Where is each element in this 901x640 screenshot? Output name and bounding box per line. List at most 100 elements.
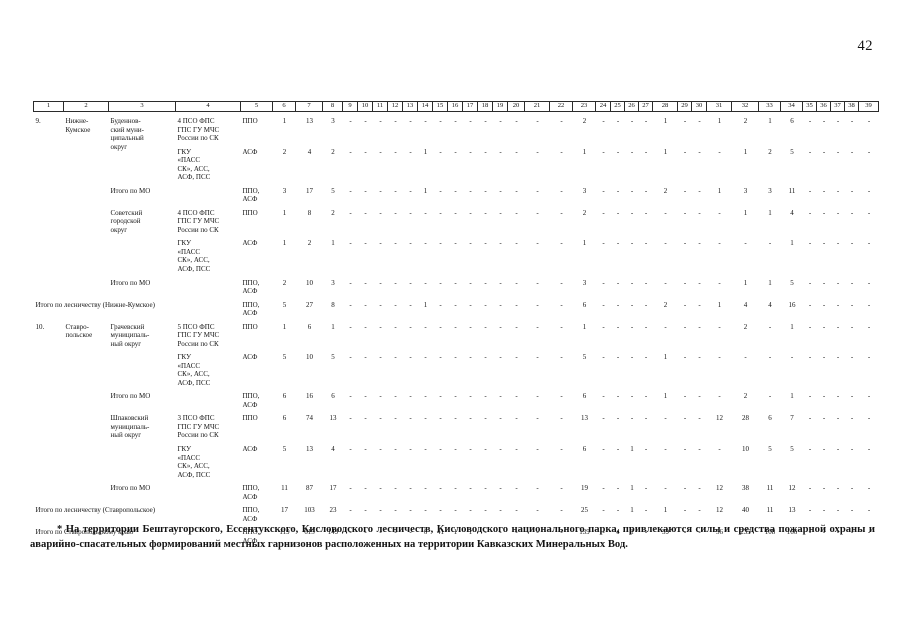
value-cell: - (808, 506, 812, 515)
value-cell: 1 (282, 239, 287, 248)
value-cell: - (560, 278, 563, 287)
value-cell: - (454, 484, 457, 493)
value-cell: - (454, 117, 457, 125)
value-cell: - (698, 186, 701, 195)
value-cell: 6 (331, 392, 335, 401)
value-cell: 8 (307, 208, 312, 217)
value-cell: - (499, 208, 502, 217)
municipality-name: Шпаковский муниципаль- ный округ (110, 414, 150, 440)
value-cell: - (379, 445, 382, 453)
value-cell: - (424, 117, 427, 125)
column-header: 13 (402, 101, 418, 112)
value-cell: - (560, 239, 563, 248)
value-cell: - (379, 117, 382, 125)
value-cell: - (867, 117, 871, 125)
column-header: 8 (322, 101, 343, 112)
column-header: 35 (802, 101, 817, 112)
value-cell: 1 (282, 322, 287, 331)
value-cell: - (469, 506, 472, 515)
value-cell: - (698, 300, 701, 309)
value-cell: - (698, 392, 701, 401)
value-cell: - (484, 506, 487, 515)
value-cell: - (850, 506, 854, 515)
value-cell: - (822, 300, 826, 309)
value-cell: - (616, 300, 620, 309)
column-header: 26 (624, 101, 639, 112)
value-cell: - (867, 414, 871, 423)
unit-type: ППО (242, 117, 258, 125)
value-cell: - (850, 484, 854, 493)
value-cell: - (349, 322, 352, 331)
value-cell: - (499, 186, 502, 195)
value-cell: - (698, 484, 701, 493)
value-cell: - (683, 528, 687, 537)
value-cell: - (644, 484, 648, 493)
value-cell: - (454, 147, 457, 156)
value-cell: - (349, 445, 352, 453)
subtotal-label: Итого по МО (110, 392, 151, 401)
value-cell: - (836, 186, 840, 195)
value-cell: - (454, 322, 457, 331)
value-cell: - (469, 147, 472, 156)
value-cell: 149 (327, 528, 339, 537)
value-cell: 27 (306, 300, 313, 309)
value-cell: - (683, 186, 687, 195)
value-cell: 6 (582, 300, 587, 309)
value-cell: 2 (768, 147, 772, 156)
value-cell: - (439, 445, 442, 453)
value-cell: - (836, 117, 840, 125)
value-cell: 1 (743, 278, 748, 287)
value-cell: 6 (282, 414, 287, 423)
value-cell: - (484, 278, 487, 287)
value-cell: - (822, 414, 826, 423)
value-cell: 38 (742, 484, 749, 493)
value-cell: - (602, 528, 605, 537)
value-cell: 74 (306, 414, 313, 423)
value-cell: 4 (331, 445, 335, 453)
municipality-name: Советский городской округ (110, 208, 143, 234)
value-cell: 5 (282, 353, 287, 362)
value-cell: - (379, 208, 382, 217)
value-cell: - (499, 239, 502, 248)
value-cell: - (469, 186, 472, 195)
value-cell: - (768, 322, 772, 331)
table-row: Итого по Ставропольскому краю ППО, АСФ 119… (34, 527, 879, 549)
value-cell: - (744, 353, 747, 362)
value-cell: - (394, 445, 397, 453)
value-cell: - (683, 506, 687, 515)
value-cell: - (484, 239, 487, 248)
value-cell: - (349, 528, 352, 537)
value-cell: 4 (616, 528, 620, 537)
value-cell: - (499, 484, 502, 493)
value-cell: 12 (716, 484, 723, 493)
value-cell: 16 (306, 392, 313, 401)
value-cell: - (454, 300, 457, 309)
value-cell: 1 (743, 147, 748, 156)
value-cell: 6 (582, 392, 587, 401)
value-cell: 12 (716, 414, 723, 423)
value-cell: - (454, 392, 457, 401)
value-cell: - (349, 484, 352, 493)
value-cell: - (349, 278, 352, 287)
value-cell: 11 (281, 484, 288, 493)
value-cell: - (484, 392, 487, 401)
value-cell: - (394, 147, 397, 156)
value-cell: - (424, 239, 427, 248)
value-cell: - (364, 353, 367, 362)
organization-name: 4 ПСО ФПС ГПС ГУ МЧС России по СК (177, 208, 220, 234)
value-cell: 10 (306, 278, 313, 287)
value-cell: - (439, 322, 442, 331)
value-cell: - (515, 208, 518, 217)
value-cell: - (364, 392, 367, 401)
value-cell: - (644, 414, 648, 423)
organization-name: ГКУ «ПАСС СК», АСС, АСФ, ПСС (177, 147, 211, 182)
value-cell: - (454, 414, 457, 423)
value-cell: - (768, 392, 772, 401)
unit-type: ППО, АСФ (242, 528, 260, 545)
value-cell: - (409, 239, 412, 248)
column-header: 18 (477, 101, 493, 112)
value-cell: - (698, 117, 701, 125)
value-cell: - (424, 445, 427, 453)
value-cell: 23 (329, 506, 337, 515)
value-cell: 5 (790, 445, 794, 453)
